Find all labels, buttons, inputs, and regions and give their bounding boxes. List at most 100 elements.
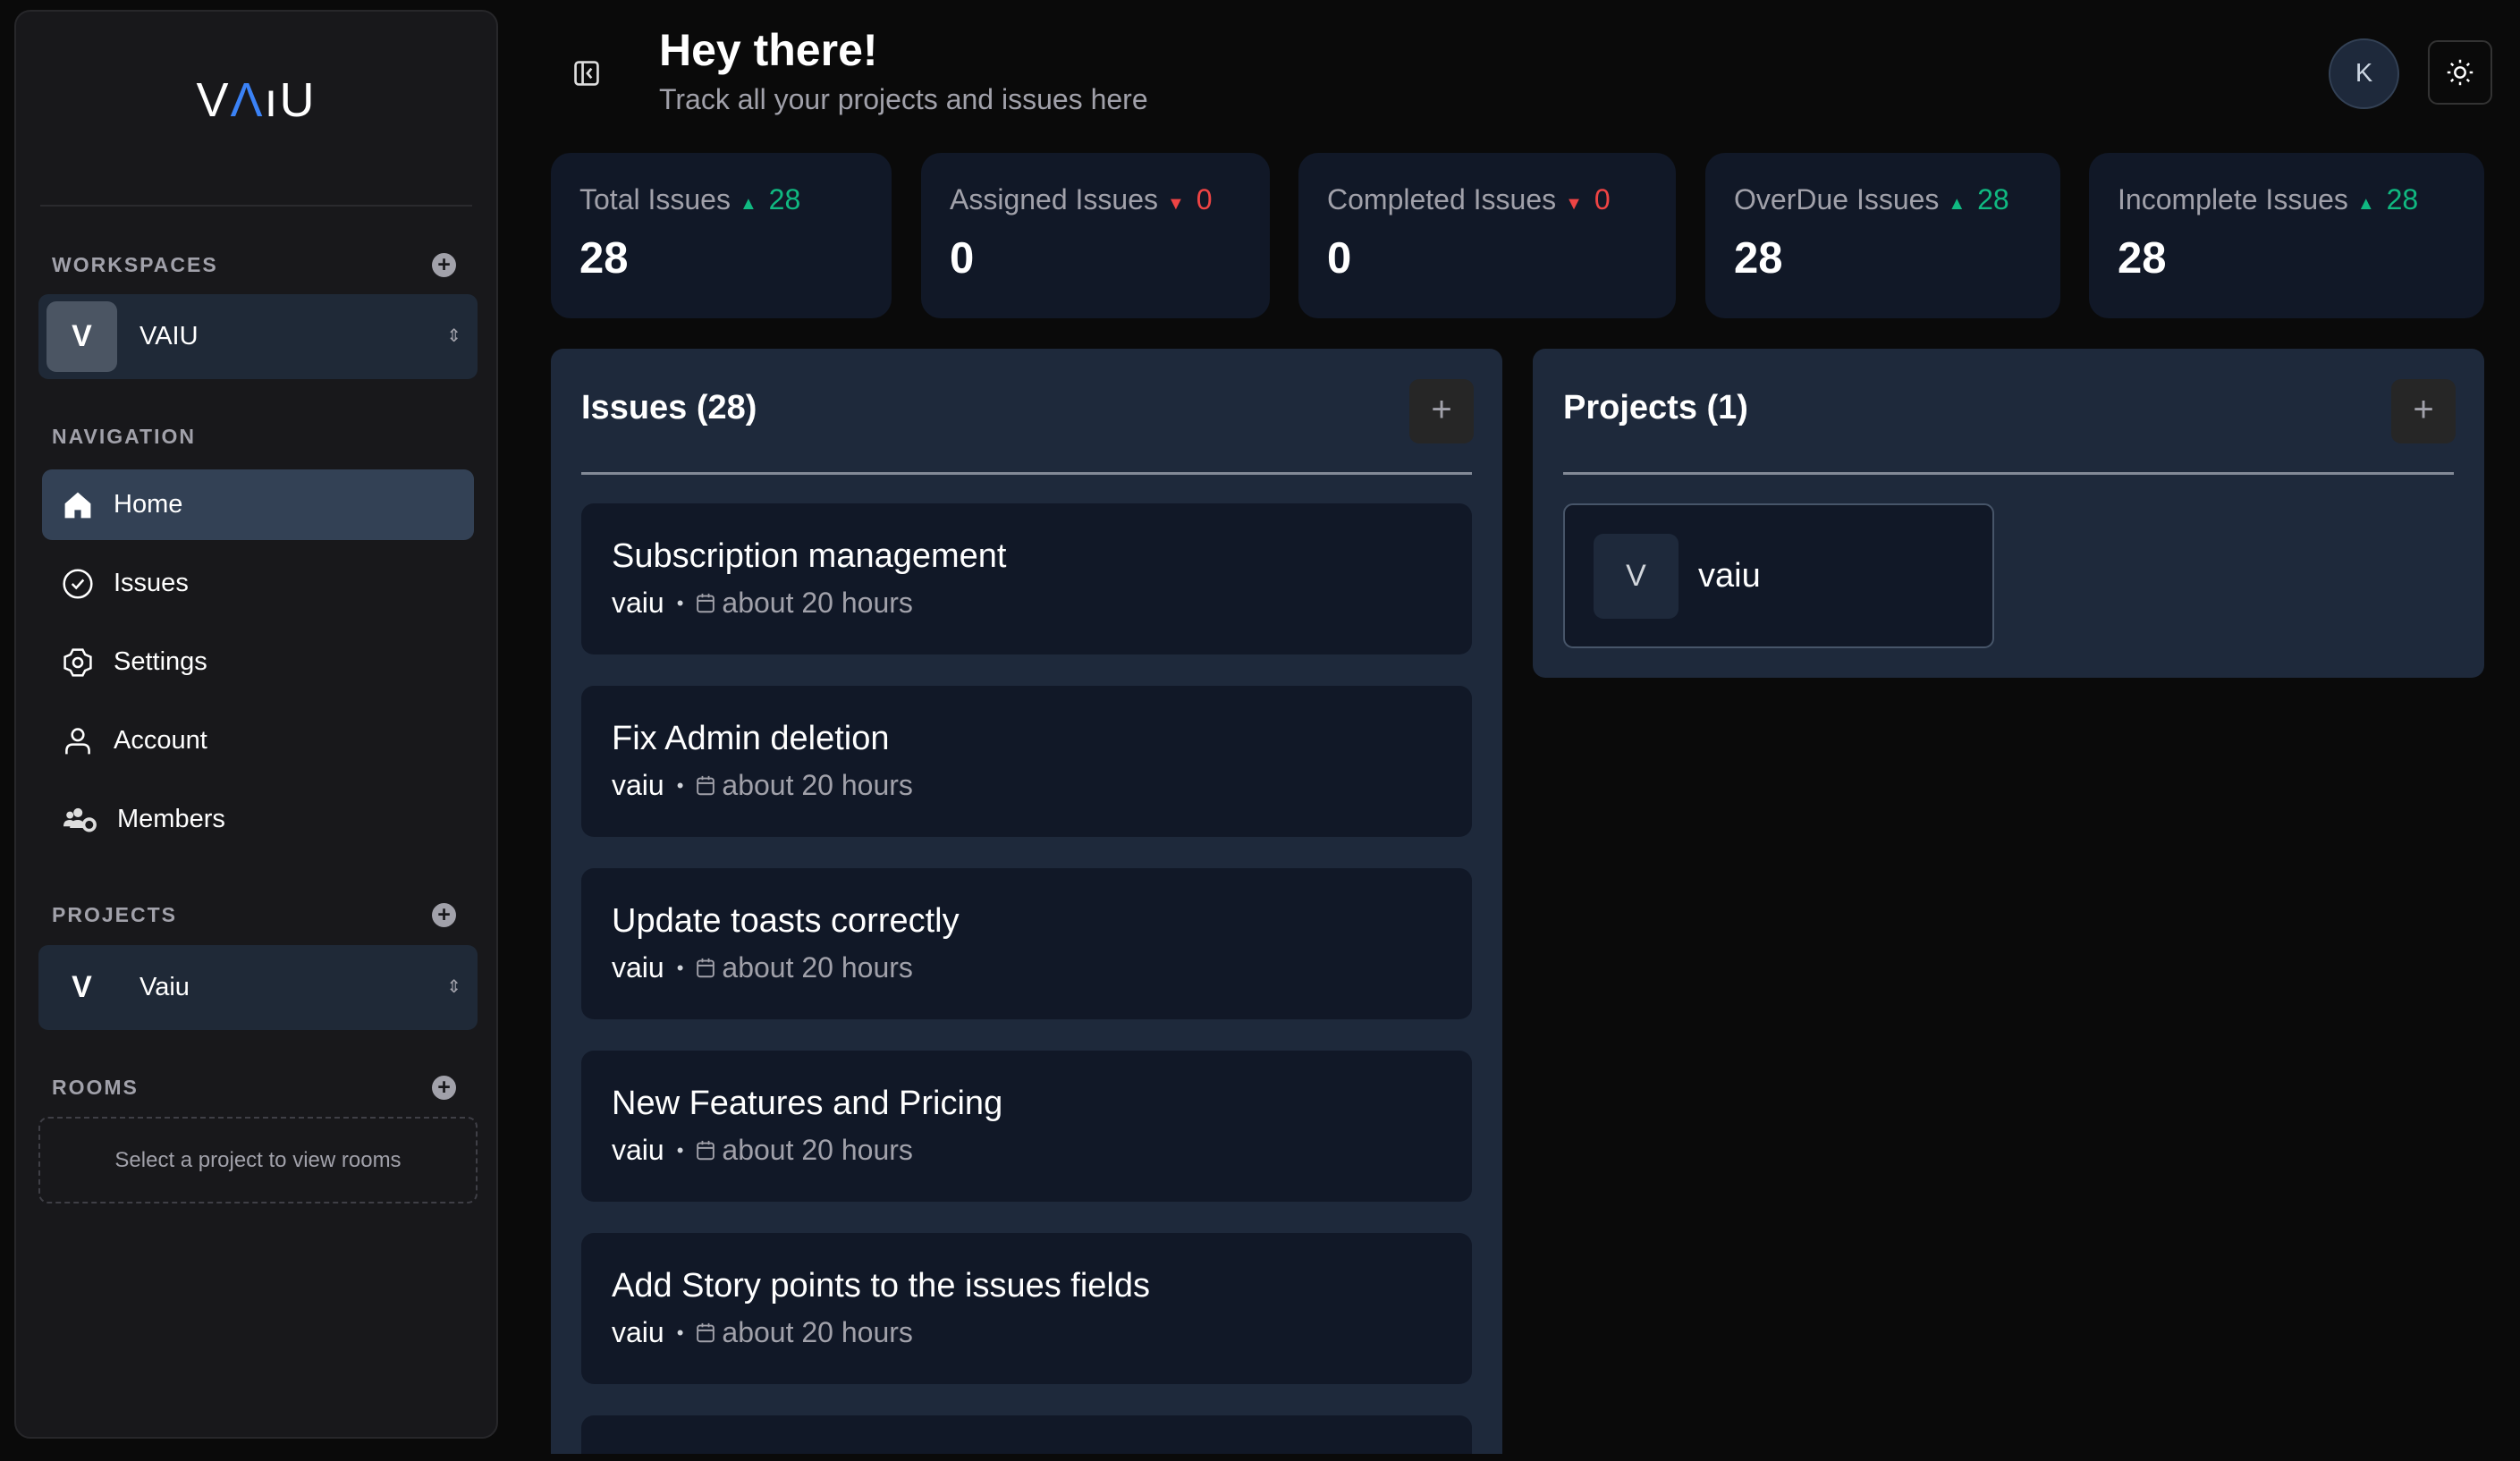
sidebar-toggle-icon[interactable] (572, 59, 601, 88)
issue-meta: vaiu • about 20 hours (612, 587, 913, 620)
issue-card[interactable]: Add Story points to the issues fields vai… (581, 1233, 1472, 1384)
calendar-icon (697, 775, 715, 796)
divider (581, 472, 1472, 475)
add-workspace-button[interactable]: + (432, 253, 456, 277)
issue-project: vaiu (612, 1316, 664, 1348)
issue-title: Fix Admin deletion (612, 720, 890, 757)
check-circle-icon (63, 568, 93, 599)
issue-card-partial[interactable] (581, 1415, 1472, 1454)
nav-label: Members (117, 805, 225, 833)
nav-label: Account (114, 726, 207, 755)
stat-label: Assigned Issues (950, 183, 1159, 215)
nav-item-account[interactable]: Account (42, 705, 474, 776)
nav-label: Home (114, 490, 183, 519)
nav-label: Issues (114, 569, 189, 597)
issues-panel: Issues (28) + Subscription management vai… (551, 349, 1502, 1454)
nav-item-home[interactable]: Home (42, 469, 474, 540)
stat-value: 28 (579, 234, 629, 283)
project-name: Vaiu (140, 973, 190, 1001)
nav-item-members[interactable]: Members (42, 784, 474, 855)
issue-title: Subscription management (612, 537, 1007, 575)
workspace-switcher[interactable]: V VAIU ⇕ (38, 294, 478, 379)
stat-delta: 28 (1977, 183, 2009, 215)
nav-label: Settings (114, 647, 207, 676)
workspaces-heading: WORKSPACES (52, 253, 218, 276)
workspace-avatar: V (47, 301, 117, 372)
stat-card-incomplete-issues: Incomplete Issues ▲ 28 28 (2089, 153, 2484, 318)
stat-delta: 28 (2386, 183, 2419, 215)
page-title: Hey there! (659, 25, 878, 75)
chevron-up-down-icon: ⇕ (446, 326, 461, 346)
rooms-empty-state: Select a project to view rooms (38, 1117, 478, 1203)
issue-project: vaiu (612, 587, 664, 619)
projects-panel: Projects (1) + V vaiu (1533, 349, 2484, 678)
add-project-button[interactable]: + (432, 903, 456, 927)
issue-project: vaiu (612, 951, 664, 984)
user-icon (65, 727, 90, 754)
add-room-button[interactable]: + (432, 1076, 456, 1100)
separator-dot: • (676, 1321, 684, 1344)
issues-panel-title: Issues (28) (581, 389, 757, 426)
issue-card[interactable]: Update toasts correctly vaiu • about 20 hou… (581, 868, 1472, 1019)
calendar-icon (697, 1140, 715, 1161)
calendar-icon (697, 958, 715, 978)
issue-title: New Features and Pricing (612, 1085, 1003, 1122)
issue-project: vaiu (612, 769, 664, 801)
stat-value: 28 (1734, 234, 1783, 283)
stat-card-assigned-issues: Assigned Issues ▼ 0 0 (921, 153, 1270, 318)
calendar-icon (697, 593, 715, 613)
issue-card[interactable]: Subscription management vaiu • about 20 hou… (581, 503, 1472, 654)
rooms-heading: ROOMS (52, 1076, 139, 1099)
issue-card[interactable]: Fix Admin deletion vaiu • about 20 hours (581, 686, 1472, 837)
add-issue-button[interactable]: + (1409, 379, 1474, 443)
separator-dot: • (676, 956, 684, 979)
divider (1563, 472, 2454, 475)
separator-dot: • (676, 591, 684, 614)
user-avatar[interactable]: K (2329, 38, 2399, 109)
projects-panel-title: Projects (1) (1563, 389, 1748, 426)
sidebar: VΛıU WORKSPACES + V VAIU ⇕ NAVIGATION Ho… (14, 10, 498, 1439)
issue-meta: vaiu • about 20 hours (612, 1316, 913, 1349)
issue-time: about 20 hours (722, 951, 913, 984)
issue-time: about 20 hours (722, 769, 913, 801)
issue-time: about 20 hours (722, 587, 913, 619)
issue-title: Add Story points to the issues fields (612, 1267, 1150, 1305)
separator-dot: • (676, 773, 684, 797)
stat-label: Incomplete Issues (2118, 183, 2348, 215)
issue-title: Update toasts correctly (612, 902, 960, 940)
projects-heading: PROJECTS (52, 903, 177, 926)
stat-label: Completed Issues (1327, 183, 1557, 215)
stat-value: 0 (950, 234, 975, 283)
trend-up-icon: ▲ (1948, 194, 1966, 214)
project-name: vaiu (1698, 557, 1761, 595)
trend-down-icon: ▼ (1167, 194, 1185, 214)
issue-meta: vaiu • about 20 hours (612, 769, 913, 802)
separator-dot: • (676, 1138, 684, 1161)
home-icon (64, 492, 91, 518)
gear-icon (63, 647, 92, 677)
issue-time: about 20 hours (722, 1134, 913, 1166)
add-project-panel-button[interactable]: + (2391, 379, 2456, 443)
project-avatar: V (1594, 534, 1679, 619)
vaiu-logo: VΛıU (196, 73, 317, 127)
project-switcher[interactable]: V Vaiu ⇕ (38, 945, 478, 1030)
stat-card-completed-issues: Completed Issues ▼ 0 0 (1298, 153, 1676, 318)
issue-meta: vaiu • about 20 hours (612, 1134, 913, 1167)
stat-delta: 0 (1196, 183, 1213, 215)
divider (40, 205, 472, 207)
chevron-up-down-icon: ⇕ (446, 977, 461, 997)
stat-value: 28 (2118, 234, 2167, 283)
stat-card-overdue-issues: OverDue Issues ▲ 28 28 (1705, 153, 2060, 318)
theme-toggle-button[interactable] (2428, 40, 2492, 105)
project-avatar: V (72, 970, 92, 1004)
nav-item-settings[interactable]: Settings (42, 627, 474, 697)
trend-down-icon: ▼ (1565, 194, 1583, 214)
stat-delta: 28 (768, 183, 801, 215)
project-card[interactable]: V vaiu (1563, 503, 1994, 648)
stat-label: OverDue Issues (1734, 183, 1940, 215)
issue-card[interactable]: New Features and Pricing vaiu • about 20 ho… (581, 1051, 1472, 1202)
nav-item-issues[interactable]: Issues (42, 548, 474, 619)
navigation-heading: NAVIGATION (52, 425, 196, 448)
trend-up-icon: ▲ (2356, 194, 2375, 214)
sun-icon (2447, 59, 2473, 86)
